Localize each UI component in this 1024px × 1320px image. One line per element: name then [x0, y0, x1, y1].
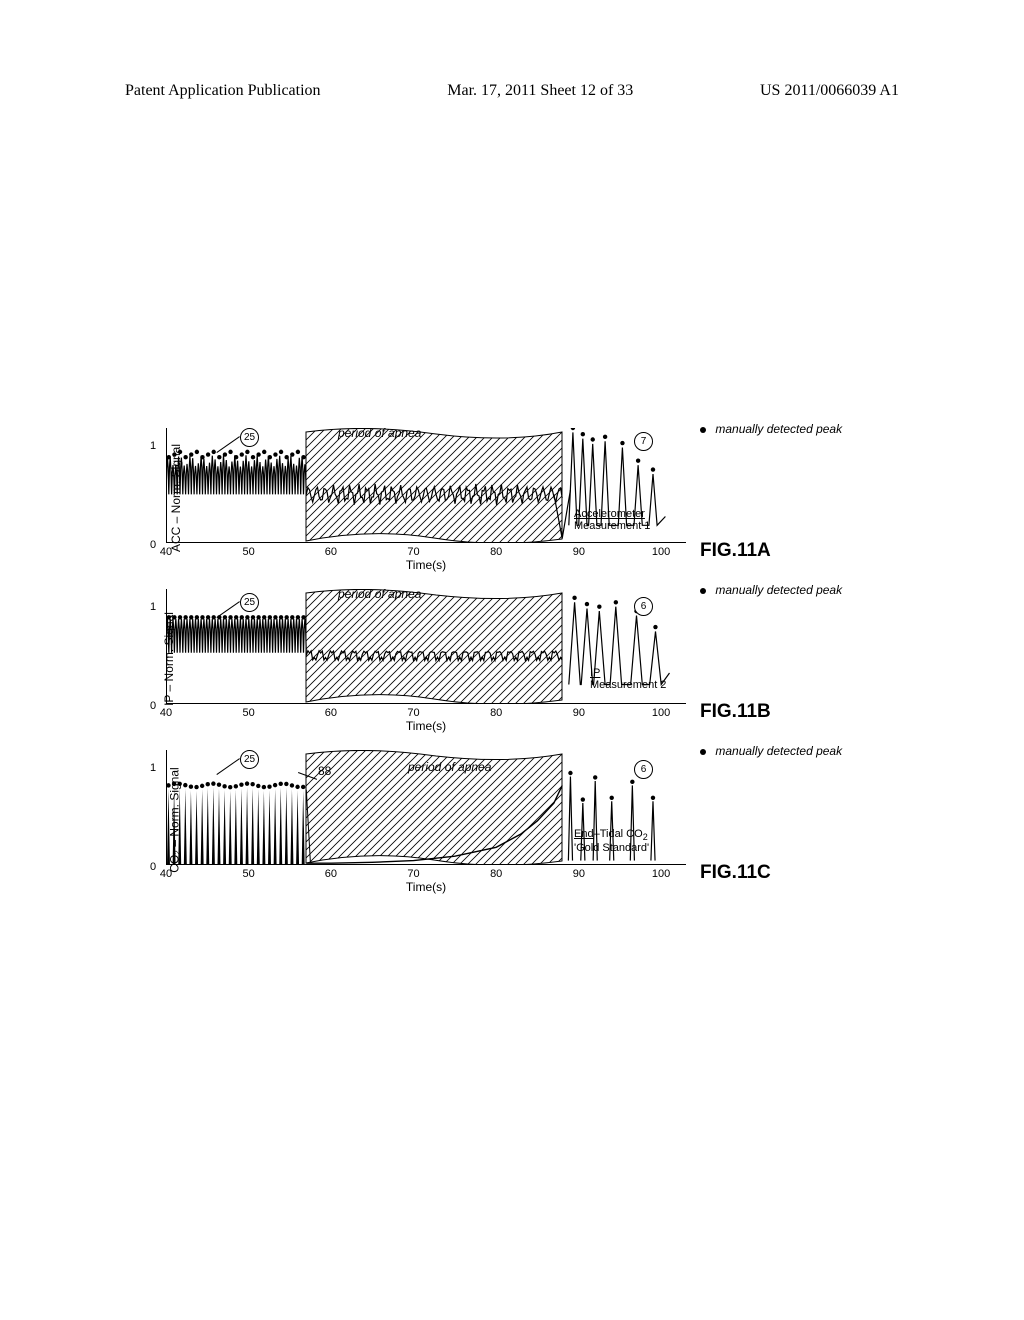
measurement-label-co2: End–Tidal CO2 'Gold Standard'	[574, 828, 649, 854]
legend-dot-icon	[700, 749, 706, 755]
chart-co2: CO₂ – Norm. Signal 01 period of apnea 25…	[140, 742, 890, 897]
fig-caption-b: FIG.11B	[700, 701, 771, 723]
count-left-co2: 25	[240, 750, 259, 769]
legend-dot-icon	[700, 427, 706, 433]
chart-acc: ACC – Norm. Signal 01 period of apnea 25…	[140, 420, 890, 575]
legend-peak-acc: manually detected peak	[700, 422, 842, 436]
apnea-label-acc: period of apnea	[338, 426, 421, 440]
ref-88: 88	[318, 764, 331, 778]
legend-dot-icon	[700, 588, 706, 594]
measurement-label-ip: IP Measurement 2	[590, 667, 666, 691]
count-right-acc: 7	[634, 432, 653, 451]
fig-caption-c: FIG.11C	[700, 862, 771, 884]
xlabel-co2: Time(s)	[166, 880, 686, 894]
legend-peak-co2: manually detected peak	[700, 744, 842, 758]
fig-caption-a: FIG.11A	[700, 540, 771, 562]
header-right: US 2011/0066039 A1	[760, 82, 899, 100]
apnea-label-co2: period of apnea	[408, 760, 491, 774]
figure-area: ACC – Norm. Signal 01 period of apnea 25…	[140, 420, 890, 903]
count-right-co2: 6	[634, 760, 653, 779]
chart-ip: IP – Norm. Signal 01 period of apnea 25 …	[140, 581, 890, 736]
legend-peak-ip: manually detected peak	[700, 583, 842, 597]
count-right-ip: 6	[634, 597, 653, 616]
header-center: Mar. 17, 2011 Sheet 12 of 33	[447, 82, 633, 100]
measurement-label-acc: Accelerometer Measurement 1	[574, 508, 650, 532]
count-left-acc: 25	[240, 428, 259, 447]
header-left: Patent Application Publication	[125, 82, 321, 100]
count-left-ip: 25	[240, 593, 259, 612]
xlabel-acc: Time(s)	[166, 558, 686, 572]
xlabel-ip: Time(s)	[166, 719, 686, 733]
page-header: Patent Application Publication Mar. 17, …	[125, 82, 899, 100]
apnea-label-ip: period of apnea	[338, 587, 421, 601]
